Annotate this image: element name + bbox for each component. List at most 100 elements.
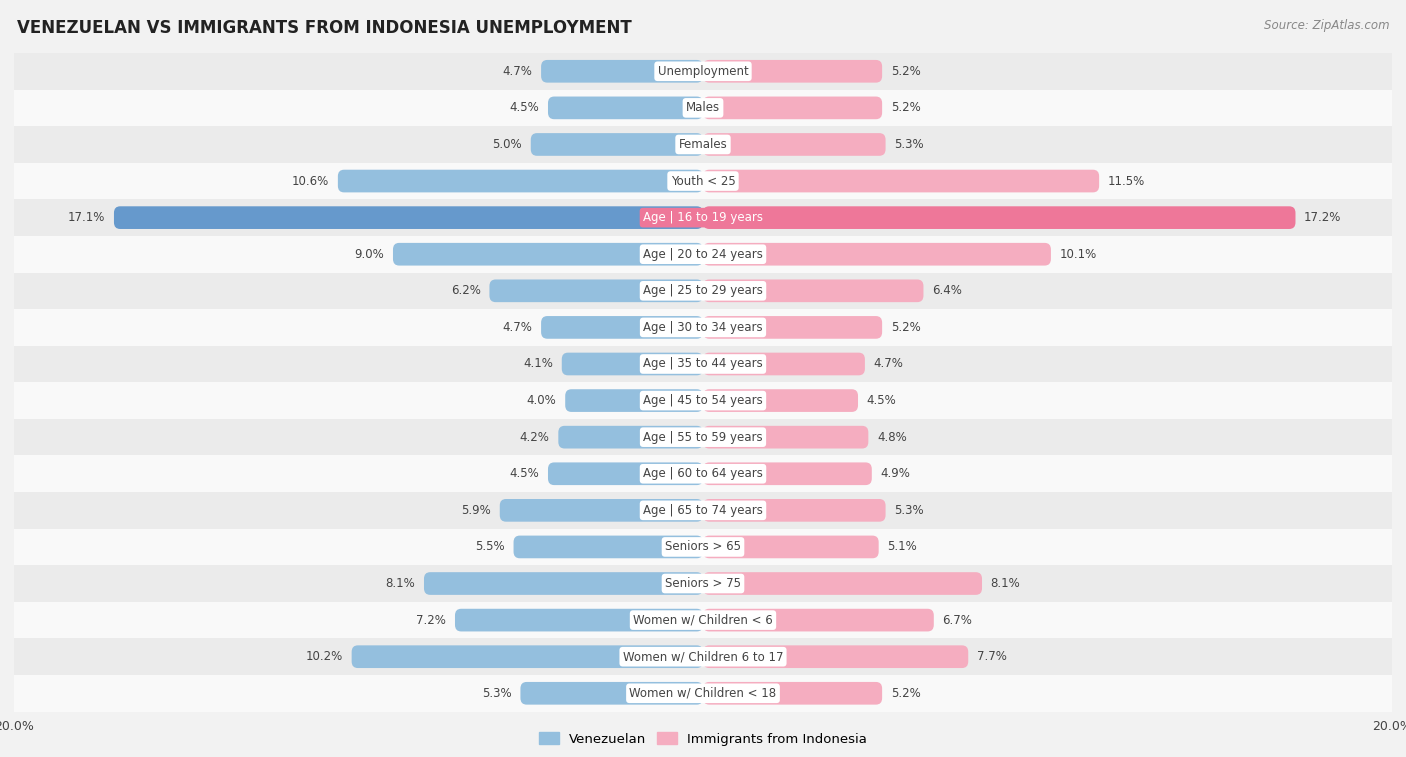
Bar (14, 346, 1392, 382)
Text: Youth < 25: Youth < 25 (671, 175, 735, 188)
FancyBboxPatch shape (703, 499, 886, 522)
Text: Age | 35 to 44 years: Age | 35 to 44 years (643, 357, 763, 370)
Legend: Venezuelan, Immigrants from Indonesia: Venezuelan, Immigrants from Indonesia (533, 727, 873, 751)
Bar (14, 675, 1392, 712)
FancyBboxPatch shape (520, 682, 703, 705)
Text: 5.2%: 5.2% (891, 687, 921, 699)
FancyBboxPatch shape (531, 133, 703, 156)
Text: Age | 30 to 34 years: Age | 30 to 34 years (643, 321, 763, 334)
FancyBboxPatch shape (489, 279, 703, 302)
Text: 4.9%: 4.9% (880, 467, 910, 480)
Text: Age | 16 to 19 years: Age | 16 to 19 years (643, 211, 763, 224)
Text: 4.2%: 4.2% (520, 431, 550, 444)
FancyBboxPatch shape (548, 97, 703, 119)
FancyBboxPatch shape (114, 207, 703, 229)
Text: 6.4%: 6.4% (932, 285, 962, 298)
Bar (14, 565, 1392, 602)
FancyBboxPatch shape (541, 316, 703, 338)
Text: 17.1%: 17.1% (67, 211, 105, 224)
Text: Age | 20 to 24 years: Age | 20 to 24 years (643, 248, 763, 260)
FancyBboxPatch shape (703, 572, 981, 595)
Bar (14, 382, 1392, 419)
Bar (14, 492, 1392, 528)
FancyBboxPatch shape (703, 170, 1099, 192)
Text: 5.2%: 5.2% (891, 101, 921, 114)
Bar (14, 273, 1392, 309)
Text: 5.0%: 5.0% (492, 138, 522, 151)
FancyBboxPatch shape (703, 207, 1295, 229)
Text: 6.7%: 6.7% (942, 614, 973, 627)
Text: 9.0%: 9.0% (354, 248, 384, 260)
Text: 4.7%: 4.7% (873, 357, 904, 370)
FancyBboxPatch shape (703, 646, 969, 668)
FancyBboxPatch shape (352, 646, 703, 668)
Text: 4.5%: 4.5% (866, 394, 897, 407)
Text: 4.5%: 4.5% (509, 101, 540, 114)
Text: 8.1%: 8.1% (991, 577, 1021, 590)
Text: 5.1%: 5.1% (887, 540, 917, 553)
Bar (14, 236, 1392, 273)
FancyBboxPatch shape (703, 133, 886, 156)
FancyBboxPatch shape (565, 389, 703, 412)
FancyBboxPatch shape (703, 536, 879, 558)
Text: 4.7%: 4.7% (502, 321, 533, 334)
Bar (14, 199, 1392, 236)
Bar (14, 456, 1392, 492)
Text: 4.1%: 4.1% (523, 357, 553, 370)
FancyBboxPatch shape (703, 353, 865, 375)
Text: Seniors > 65: Seniors > 65 (665, 540, 741, 553)
FancyBboxPatch shape (456, 609, 703, 631)
Bar (14, 89, 1392, 126)
FancyBboxPatch shape (558, 426, 703, 448)
Text: 20.0%: 20.0% (1372, 720, 1406, 733)
FancyBboxPatch shape (541, 60, 703, 83)
Text: Women w/ Children < 18: Women w/ Children < 18 (630, 687, 776, 699)
FancyBboxPatch shape (703, 389, 858, 412)
Bar (14, 419, 1392, 456)
Text: Age | 45 to 54 years: Age | 45 to 54 years (643, 394, 763, 407)
Bar (14, 163, 1392, 199)
FancyBboxPatch shape (337, 170, 703, 192)
Text: Age | 55 to 59 years: Age | 55 to 59 years (643, 431, 763, 444)
Text: Unemployment: Unemployment (658, 65, 748, 78)
Text: 4.0%: 4.0% (527, 394, 557, 407)
Text: Age | 60 to 64 years: Age | 60 to 64 years (643, 467, 763, 480)
Bar (14, 528, 1392, 565)
Text: VENEZUELAN VS IMMIGRANTS FROM INDONESIA UNEMPLOYMENT: VENEZUELAN VS IMMIGRANTS FROM INDONESIA … (17, 19, 631, 37)
Text: 7.2%: 7.2% (416, 614, 446, 627)
FancyBboxPatch shape (562, 353, 703, 375)
Bar (14, 309, 1392, 346)
FancyBboxPatch shape (425, 572, 703, 595)
Text: Women w/ Children 6 to 17: Women w/ Children 6 to 17 (623, 650, 783, 663)
Text: 7.7%: 7.7% (977, 650, 1007, 663)
Text: 20.0%: 20.0% (0, 720, 34, 733)
Text: 5.9%: 5.9% (461, 504, 491, 517)
FancyBboxPatch shape (513, 536, 703, 558)
Text: 4.5%: 4.5% (509, 467, 540, 480)
Bar (14, 602, 1392, 638)
Text: Source: ZipAtlas.com: Source: ZipAtlas.com (1264, 19, 1389, 32)
Text: 11.5%: 11.5% (1108, 175, 1144, 188)
Text: 5.2%: 5.2% (891, 321, 921, 334)
FancyBboxPatch shape (703, 243, 1050, 266)
Text: 5.3%: 5.3% (482, 687, 512, 699)
Text: 5.5%: 5.5% (475, 540, 505, 553)
Bar (14, 126, 1392, 163)
Text: 5.2%: 5.2% (891, 65, 921, 78)
FancyBboxPatch shape (703, 97, 882, 119)
FancyBboxPatch shape (499, 499, 703, 522)
Text: 4.8%: 4.8% (877, 431, 907, 444)
Text: 10.6%: 10.6% (292, 175, 329, 188)
FancyBboxPatch shape (703, 463, 872, 485)
FancyBboxPatch shape (548, 463, 703, 485)
Text: Males: Males (686, 101, 720, 114)
Text: Age | 25 to 29 years: Age | 25 to 29 years (643, 285, 763, 298)
FancyBboxPatch shape (703, 60, 882, 83)
Text: 10.2%: 10.2% (305, 650, 343, 663)
Text: Females: Females (679, 138, 727, 151)
Text: Women w/ Children < 6: Women w/ Children < 6 (633, 614, 773, 627)
Text: 5.3%: 5.3% (894, 138, 924, 151)
Text: 4.7%: 4.7% (502, 65, 533, 78)
FancyBboxPatch shape (703, 316, 882, 338)
FancyBboxPatch shape (392, 243, 703, 266)
